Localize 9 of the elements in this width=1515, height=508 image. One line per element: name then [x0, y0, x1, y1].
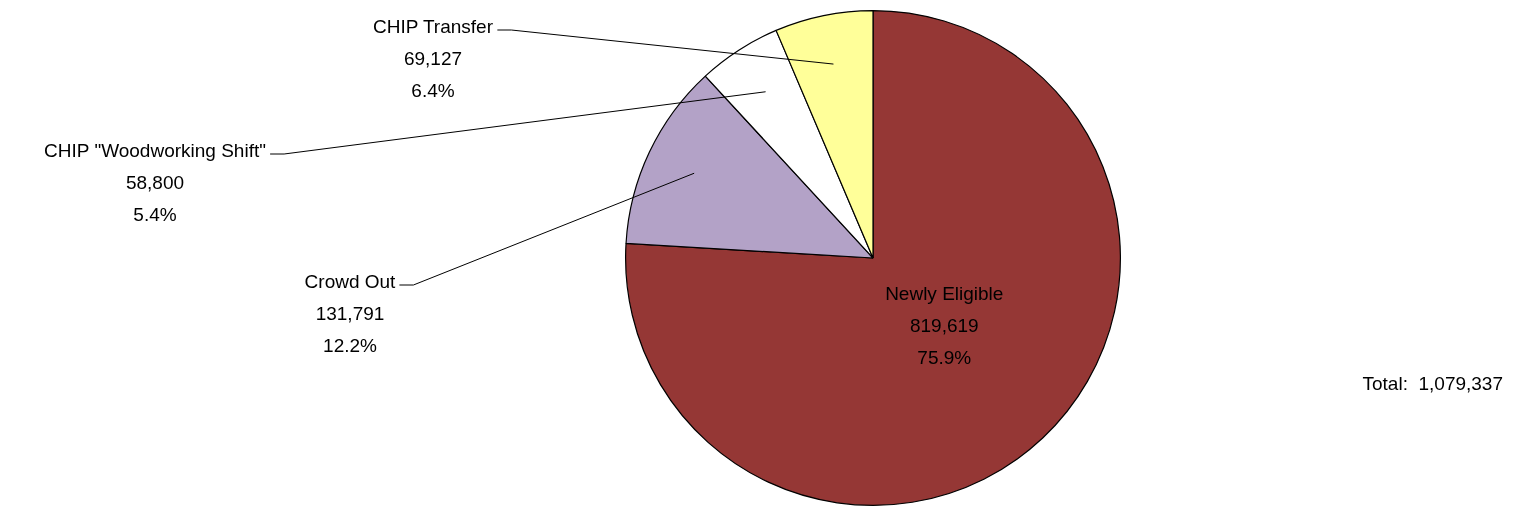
data-label: 69,127 6.4%	[403, 47, 463, 101]
slice-label: CHIP Transfer	[372, 15, 494, 37]
data-label: 131,791 12.2%	[315, 302, 385, 356]
slice-label: CHIP "Woodworking Shift"	[44, 139, 266, 161]
text: Total: 1,079,337	[1362, 372, 1503, 394]
data-label: 819,619 75.9%	[909, 315, 979, 369]
slice-label: Crowd Out	[304, 270, 397, 292]
slice-label: Newly Eligible	[885, 283, 1004, 305]
data-label: 58,800 5.4%	[125, 171, 185, 225]
